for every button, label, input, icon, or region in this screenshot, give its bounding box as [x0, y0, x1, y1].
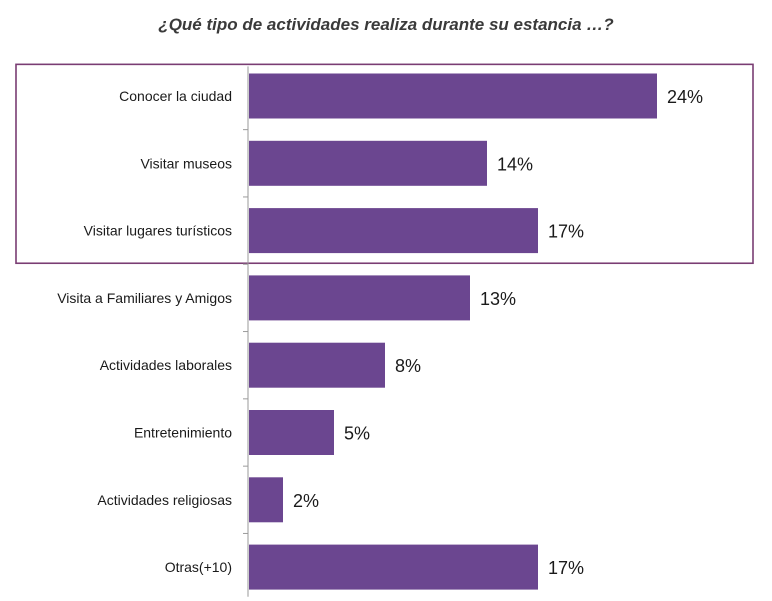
value-label: 24%	[667, 87, 703, 107]
category-label: Actividades laborales	[100, 357, 232, 373]
highlight-box	[15, 63, 754, 265]
bar	[249, 73, 657, 119]
value-label: 14%	[497, 154, 533, 174]
category-label: Actividades religiosas	[97, 492, 232, 508]
chart-title: ¿Qué tipo de actividades realiza durante…	[158, 15, 614, 34]
value-label: 17%	[548, 222, 584, 242]
category-label: Visitar lugares turísticos	[84, 223, 232, 239]
bar	[249, 342, 385, 388]
value-label: 17%	[548, 558, 584, 578]
category-label: Entretenimiento	[134, 425, 232, 441]
value-label: 2%	[293, 491, 319, 511]
bar	[249, 275, 470, 321]
bar	[249, 140, 487, 186]
category-label: Conocer la ciudad	[119, 88, 232, 104]
value-label: 5%	[344, 424, 370, 444]
category-label: Otras(+10)	[165, 559, 232, 575]
bar	[249, 208, 538, 254]
bar	[249, 410, 334, 455]
bar	[249, 544, 538, 590]
category-label: Visita a Familiares y Amigos	[57, 290, 232, 306]
value-label: 8%	[395, 356, 421, 376]
bar	[249, 477, 283, 523]
value-label: 13%	[480, 289, 516, 309]
category-label: Visitar museos	[140, 155, 232, 171]
